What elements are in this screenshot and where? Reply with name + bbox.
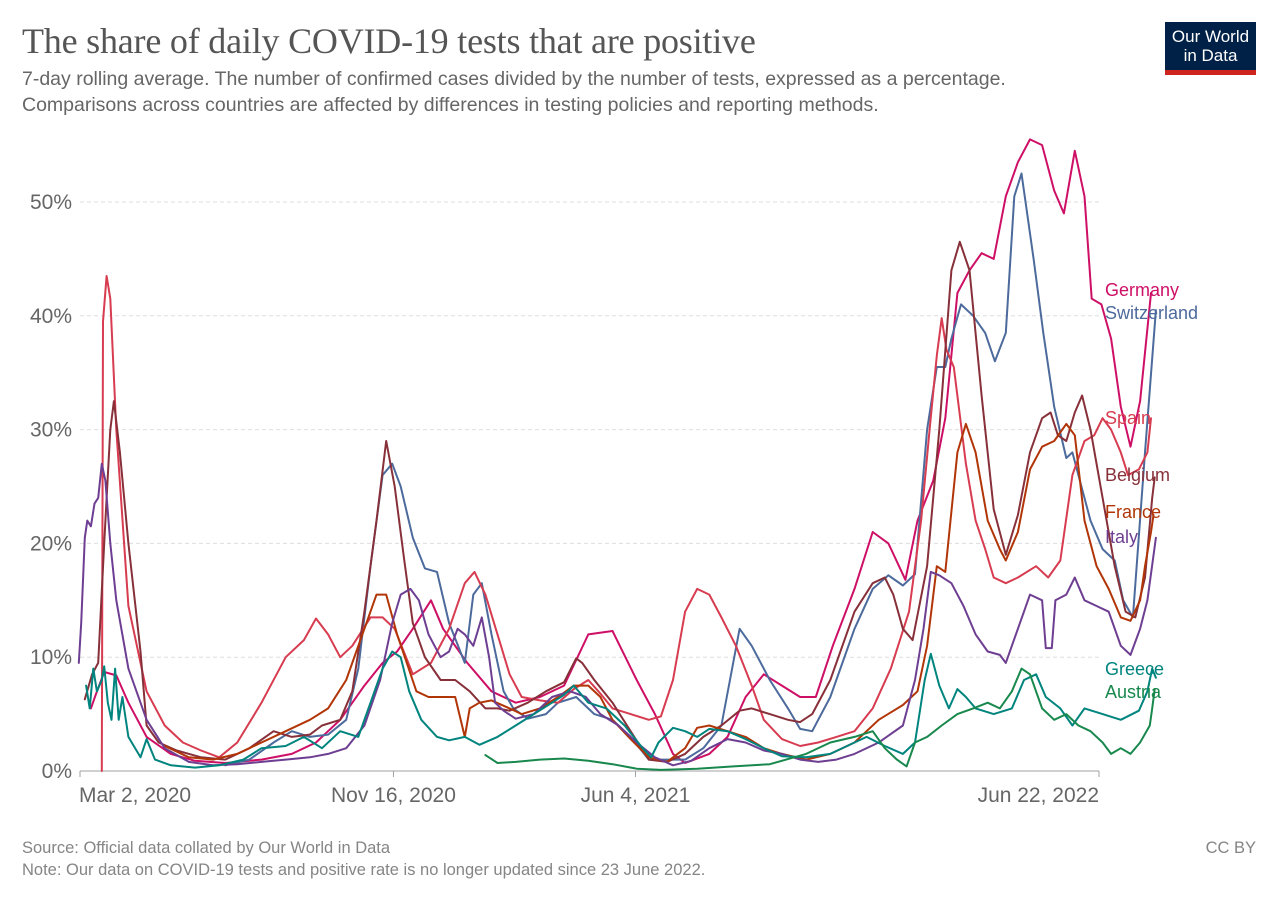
- legend-label-italy[interactable]: Italy: [1105, 527, 1138, 547]
- owid-logo[interactable]: Our World in Data: [1165, 22, 1256, 75]
- logo-red-bar: [1165, 70, 1256, 75]
- x-tick-label: Mar 2, 2020: [79, 784, 191, 807]
- legend-label-belgium[interactable]: Belgium: [1105, 465, 1170, 485]
- subtitle-line-1: 7-day rolling average. The number of con…: [22, 68, 1006, 90]
- y-axis-labels: 0% 10% 20% 30% 40% 50%: [30, 191, 72, 783]
- series-line-belgium[interactable]: [83, 240, 1156, 763]
- subtitle-line-2: Comparisons across countries are affecte…: [22, 94, 879, 116]
- legend: Germany Switzerland Spain Belgium France Ital…: [1105, 280, 1198, 702]
- x-tick-label: Nov 16, 2020: [331, 784, 456, 807]
- gridlines: [80, 201, 1099, 658]
- logo-line-2: in Data: [1183, 46, 1238, 65]
- y-tick-label: 20%: [30, 532, 72, 555]
- license-link[interactable]: CC BY: [1205, 839, 1256, 857]
- series-line-spain[interactable]: [100, 275, 1152, 772]
- series-lines: [77, 138, 1157, 772]
- series-line-austria[interactable]: [484, 667, 1156, 771]
- series-line-greece[interactable]: [85, 650, 1157, 769]
- legend-label-france[interactable]: France: [1105, 502, 1161, 522]
- y-tick-label: 50%: [30, 191, 72, 214]
- series-line-italy[interactable]: [77, 462, 1157, 767]
- y-tick-label: 0%: [42, 760, 72, 783]
- x-axis: Mar 2, 2020 Nov 16, 2020 Jun 4, 2021 Jun 22…: [79, 770, 1100, 807]
- legend-label-austria[interactable]: Austria: [1105, 682, 1162, 702]
- legend-label-switzerland[interactable]: Switzerland: [1105, 303, 1198, 323]
- series-line-france[interactable]: [163, 422, 1155, 763]
- legend-label-greece[interactable]: Greece: [1105, 659, 1164, 679]
- legend-label-germany[interactable]: Germany: [1105, 280, 1179, 300]
- source-note: Source: Official data collated by Our Wo…: [22, 839, 391, 857]
- data-note: Note: Our data on COVID-19 tests and pos…: [22, 861, 706, 879]
- y-tick-label: 10%: [30, 646, 72, 669]
- logo-line-1: Our World: [1171, 27, 1250, 46]
- y-tick-label: 30%: [30, 419, 72, 442]
- series-line-switzerland[interactable]: [224, 172, 1157, 767]
- y-tick-label: 40%: [30, 305, 72, 328]
- series-line-germany[interactable]: [89, 138, 1152, 764]
- legend-label-spain[interactable]: Spain: [1105, 408, 1151, 428]
- chart-subtitle: 7-day rolling average. The number of con…: [22, 66, 1142, 118]
- chart-title: The share of daily COVID-19 tests that a…: [22, 21, 756, 61]
- x-tick-label: Jun 4, 2021: [581, 784, 691, 807]
- x-tick-label: Jun 22, 2022: [978, 784, 1099, 807]
